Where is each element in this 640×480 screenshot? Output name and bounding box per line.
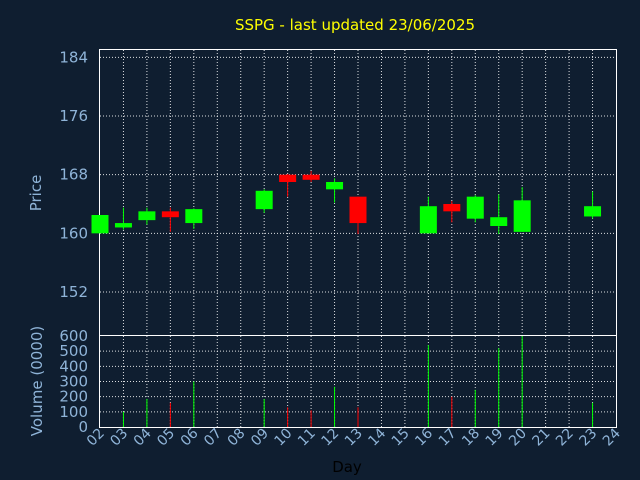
candle-body: [466, 196, 484, 219]
x-tick-label: 05: [154, 426, 178, 450]
candle-body: [513, 200, 531, 232]
x-tick-label: 04: [131, 425, 155, 449]
volume-bars: [122, 336, 594, 427]
candle-body: [584, 206, 602, 217]
volume-y-tick-label: 600: [59, 327, 88, 345]
candle-body: [443, 204, 461, 212]
price-y-tick-label: 184: [59, 48, 88, 66]
price-panel: 152 160 168 176 184 Price: [27, 48, 617, 336]
x-tick-label: 18: [459, 426, 483, 450]
x-tick-label: 16: [412, 425, 436, 449]
x-tick-label: 06: [178, 425, 202, 449]
candle-body: [419, 206, 437, 234]
x-tick-label: 07: [201, 426, 225, 450]
candle-body: [326, 182, 344, 190]
x-tick-label: 17: [436, 426, 460, 450]
x-tick-label: 11: [295, 426, 319, 450]
volume-y-tick-label: 100: [59, 403, 88, 421]
candle-body: [349, 196, 367, 224]
x-tick-label: 22: [553, 426, 577, 450]
candle-body: [138, 211, 156, 221]
price-y-tick-label: 176: [59, 107, 88, 125]
volume-y-tick-label: 0: [78, 418, 88, 436]
candle-body: [114, 223, 132, 228]
candles: [91, 171, 602, 235]
price-y-ticks: 152 160 168 176 184: [59, 48, 88, 301]
x-tick-label: 14: [365, 425, 389, 449]
price-y-tick-label: 160: [59, 224, 88, 242]
price-axis-label: Price: [27, 175, 45, 212]
x-tick-label: 21: [530, 426, 554, 450]
x-tick-label: 24: [600, 425, 624, 449]
x-tick-label: 23: [576, 426, 600, 450]
x-tick-label: 03: [107, 426, 131, 450]
candle-body: [279, 174, 297, 182]
candle-body: [302, 174, 320, 180]
candle-body: [185, 209, 203, 224]
price-grid: [100, 50, 616, 336]
price-y-tick-label: 168: [59, 166, 88, 184]
x-tick-label: 08: [225, 426, 249, 450]
candle-body: [255, 190, 273, 210]
x-tick-label: 09: [248, 426, 272, 450]
price-y-tick-label: 152: [59, 283, 88, 301]
x-ticks: 02 03 04 05 06 07 08 09 10 11 12 13 14 15 16 17 18 19 20 21…: [84, 425, 624, 449]
x-tick-label: 12: [318, 426, 342, 450]
x-tick-label: 20: [506, 426, 530, 450]
volume-frame: [99, 335, 617, 428]
volume-y-tick-label: 400: [59, 357, 88, 375]
x-tick-label: 10: [272, 426, 296, 450]
candle-body: [490, 217, 508, 226]
volume-axis-label: Volume (0000): [28, 326, 46, 436]
chart-title: SSPG - last updated 23/06/2025: [235, 16, 475, 34]
volume-y-tick-label: 300: [59, 373, 88, 391]
volume-y-tick-label: 200: [59, 388, 88, 406]
x-tick-label: 15: [389, 426, 413, 450]
volume-y-tick-label: 500: [59, 342, 88, 360]
candle-body: [161, 211, 179, 218]
x-axis-label: Day: [332, 458, 362, 476]
candle-body: [91, 215, 109, 234]
x-tick-label: 13: [342, 426, 366, 450]
x-tick-label: 19: [483, 426, 507, 450]
